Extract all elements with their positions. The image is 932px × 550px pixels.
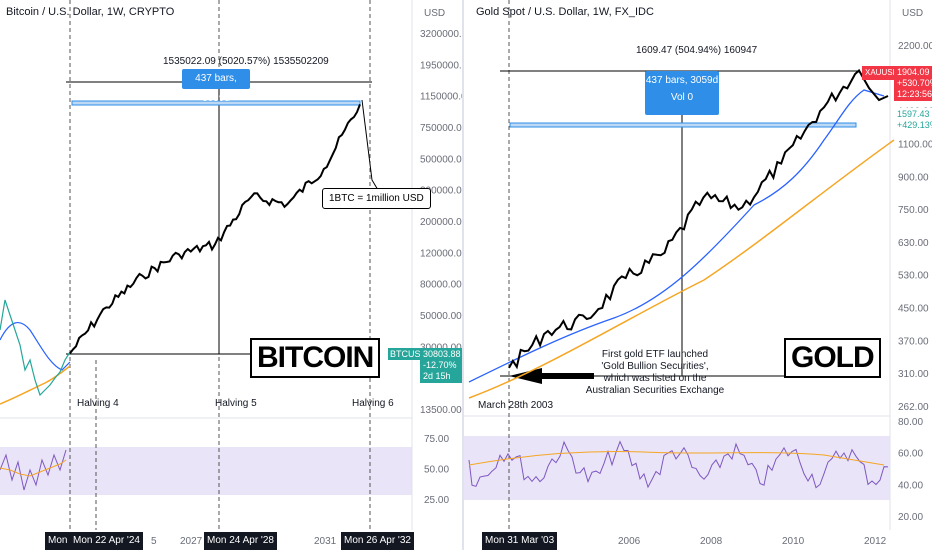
gold-chart-svg: 2200.001800.001400.001100.00900.00750.00… [464, 0, 932, 530]
gold-price-path [508, 68, 889, 370]
axis-tick-label: 530.00 [898, 271, 929, 282]
rsi-axis: 80.00 60.00 40.00 20.00 [898, 417, 923, 523]
axis-tick-label: 900.00 [898, 172, 929, 183]
axis-tick-label: 13500.00 [420, 405, 462, 416]
bitcoin-label: BITCOIN [250, 338, 381, 378]
axis-tick-label: 120000.00 [420, 248, 462, 259]
axis-tick-label: 750000.00 [420, 123, 462, 134]
currency-label: USD [902, 8, 924, 19]
ma-orange-line [0, 365, 71, 405]
axis-tick-label: 50.00 [424, 465, 449, 476]
rsi-band [464, 436, 890, 500]
bitcoin-chart-svg: 3200000.00 1950000.00 1150000.00 750000.00 5… [0, 0, 462, 530]
axis-tick-label: 300000.00 [420, 186, 462, 197]
chart-title: Gold Spot / U.S. Dollar, 1W, FX_IDC [476, 6, 654, 18]
price-axis: 3200000.00 1950000.00 1150000.00 750000.00 5… [420, 29, 462, 416]
x-tick: 2031 [314, 536, 337, 547]
callout-pointer [361, 99, 379, 191]
etf-date-note: March 28th 2003 [478, 400, 554, 411]
ma-orange-line [468, 139, 895, 399]
projection-arrow [509, 122, 857, 128]
current-price: 1904.09 [897, 67, 930, 77]
axis-tick-label: 30000.00 [420, 342, 462, 353]
x-tick: 2008 [700, 536, 723, 547]
million-callout: 1BTC = 1million USD [322, 188, 431, 209]
x-tick: 2010 [782, 536, 805, 547]
symbol-tag: BTCUSD [388, 348, 428, 360]
ma-change: +429.13% [897, 120, 932, 130]
etf-note-line-4: Australian Securities Exchange [585, 385, 725, 396]
axis-tick-label: 75.00 [424, 434, 449, 445]
measure-bubble: 437 bars, 3059d Vol 0 [645, 71, 719, 115]
etf-note: First gold ETF launched 'Gold Bullion Se… [581, 349, 729, 397]
ma-tag: 1597.43 +429.13% [894, 108, 932, 132]
bitcoin-projection-path [69, 104, 361, 354]
ma-blue-line [468, 89, 885, 383]
x-tick: 2006 [618, 536, 641, 547]
bar-countdown: 2d 15h [423, 371, 451, 381]
measure-text: 1609.47 (504.94%) 160947 [636, 45, 758, 56]
bar-countdown: 12:23:56 [897, 89, 932, 99]
bubble-line-1: 437 bars, 3059d [645, 75, 719, 86]
x-tick: 5 [151, 536, 157, 547]
price-tag: 30803.88 -12.70% 2d 15h [420, 348, 462, 383]
axis-tick-label: 1100.00 [898, 139, 932, 150]
axis-tick-label: 1950000.00 [420, 60, 462, 71]
ma-blue-line [0, 322, 71, 371]
date-tag: Mon 26 Apr '32 [341, 532, 414, 550]
price-change: +530.70% [897, 78, 932, 88]
currency-label: USD [424, 8, 446, 19]
axis-tick-label: 262.00 [898, 402, 929, 413]
axis-tick-label: 60.00 [898, 449, 923, 460]
chart-title: Bitcoin / U.S. Dollar, 1W, CRYPTO [6, 6, 175, 18]
axis-tick-label: 200000.00 [420, 217, 462, 228]
halving-4-label: Halving 4 [77, 398, 119, 409]
rsi-axis: 75.00 50.00 25.00 [424, 434, 449, 506]
axis-tick-label: 80.00 [898, 417, 923, 428]
date-tag: Mon 22 Apr '24 [70, 532, 143, 550]
bitcoin-chart-panel[interactable]: 3200000.00 1950000.00 1150000.00 750000.00 5… [0, 0, 462, 550]
axis-tick-label: 2200.00 [898, 41, 932, 52]
axis-tick-label: 750.00 [898, 205, 929, 216]
symbol-tag: XAUUSD [862, 66, 898, 80]
rsi-line [468, 440, 889, 489]
measure-text: 1535022.09 (5020.57%) 1535502209 [163, 56, 329, 67]
projection-arrow [71, 100, 361, 106]
halving-6-label: Halving 6 [352, 398, 394, 409]
rsi-band [0, 447, 412, 495]
axis-tick-label: 1150000.00 [420, 92, 462, 103]
axis-tick-label: 310.00 [898, 369, 929, 380]
gold-chart-panel[interactable]: 2200.001800.001400.001100.00900.00750.00… [462, 0, 932, 550]
x-tick: 2012 [864, 536, 887, 547]
rsi-signal-line [0, 459, 67, 477]
date-tag: Mon 31 Mar '03 [482, 532, 558, 550]
etf-note-line-3: which was listed on the [603, 373, 707, 384]
halving-5-label: Halving 5 [215, 398, 257, 409]
x-tick: 2027 [180, 536, 203, 547]
axis-tick-label: 80000.00 [420, 280, 462, 291]
gold-label: GOLD [784, 338, 881, 378]
date-tag: Mon 24 Apr '28 [204, 532, 277, 550]
price-tag: 1904.09 +530.70% 12:23:56 [894, 66, 932, 101]
rsi-line [0, 449, 67, 491]
axis-tick-label: 50000.00 [420, 311, 462, 322]
etf-note-line-2: 'Gold Bullion Securities', [601, 361, 709, 372]
axis-tick-label: 20.00 [898, 512, 923, 523]
current-price: 30803.88 [423, 349, 461, 359]
axis-tick-label: 3200000.00 [420, 29, 462, 40]
price-change: -12.70% [423, 360, 457, 370]
etf-note-line-1: First gold ETF launched [601, 349, 709, 360]
ma-price: 1597.43 [897, 109, 930, 119]
measure-bubble: 437 bars, 3059d [182, 69, 250, 104]
axis-tick-label: 40.00 [898, 480, 923, 491]
axis-tick-label: 450.00 [898, 304, 929, 315]
historical-price-line [0, 299, 71, 397]
axis-tick-label: 630.00 [898, 238, 929, 249]
axis-tick-label: 25.00 [424, 495, 449, 506]
axis-tick-label: 500000.00 [420, 154, 462, 165]
axis-tick-label: 370.00 [898, 336, 929, 347]
rsi-signal-line [468, 451, 885, 466]
bubble-line-2: Vol 0 [670, 92, 694, 103]
